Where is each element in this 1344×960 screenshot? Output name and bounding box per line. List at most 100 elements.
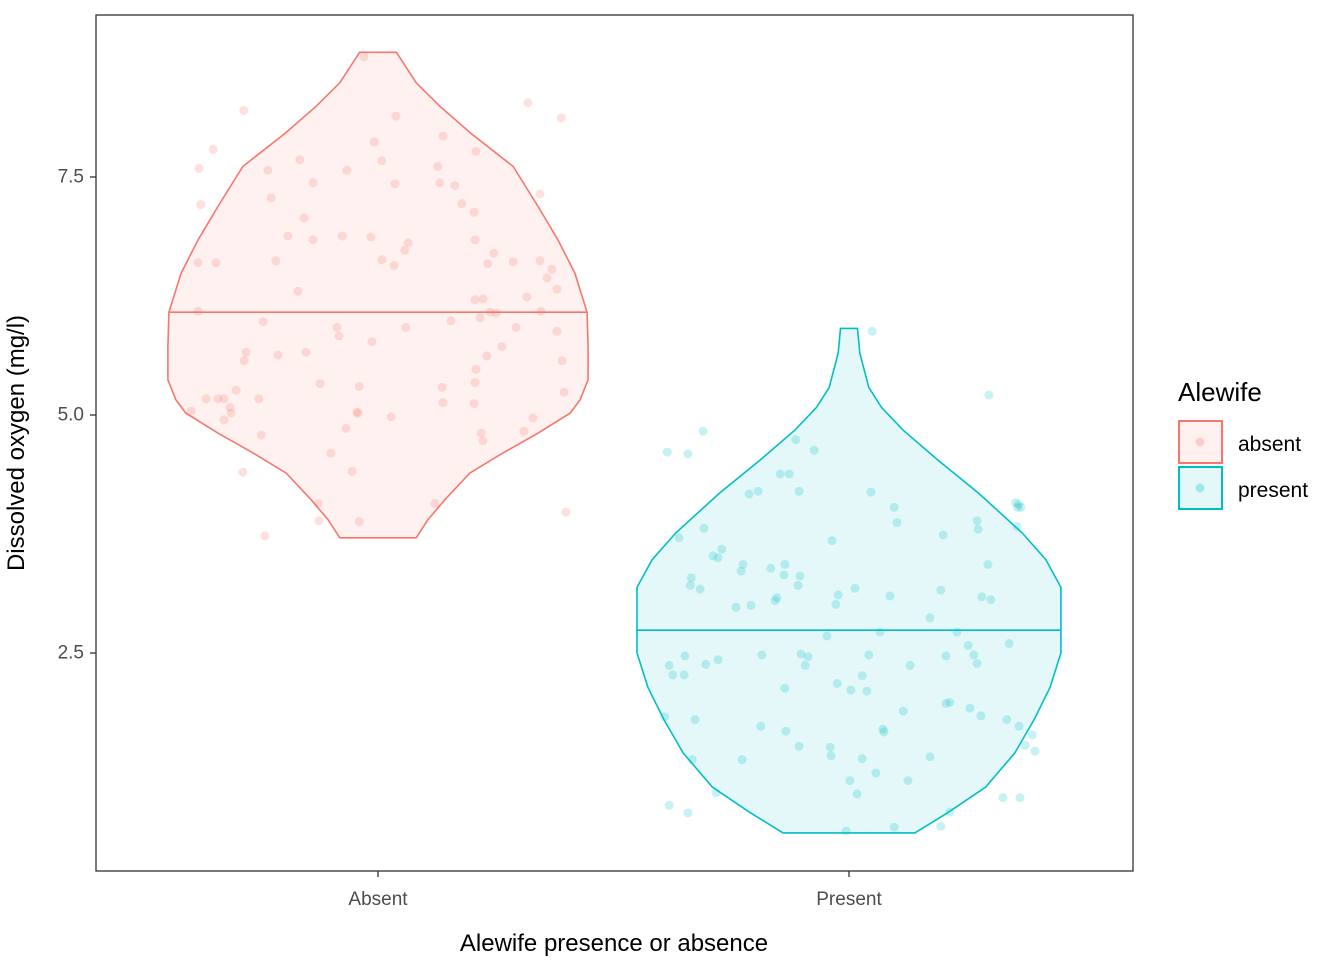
data-point-absent <box>450 181 460 191</box>
data-point-absent <box>354 381 364 391</box>
data-point-present <box>941 651 951 661</box>
data-point-present <box>832 679 842 688</box>
data-point-absent <box>258 317 268 327</box>
data-point-present <box>986 595 996 605</box>
data-point-present <box>1011 498 1021 508</box>
data-point-absent <box>433 162 443 171</box>
data-point-absent <box>225 402 235 412</box>
data-point-present <box>965 703 975 713</box>
data-point-present <box>795 571 805 581</box>
data-point-present <box>690 715 700 725</box>
data-point-present <box>780 683 790 693</box>
data-point-absent <box>508 257 518 267</box>
data-point-present <box>746 600 756 610</box>
data-point-present <box>867 326 877 336</box>
x-axis-title: Alewife presence or absence <box>460 930 768 957</box>
data-point-present <box>878 724 888 734</box>
data-point-present <box>938 530 948 540</box>
y-tick-label: 7.5 <box>58 167 84 188</box>
data-point-present <box>936 585 946 595</box>
data-point-present <box>699 523 709 533</box>
data-point-absent <box>354 517 364 527</box>
data-point-present <box>713 655 723 665</box>
data-point-present <box>796 649 806 659</box>
data-point-present <box>664 660 674 670</box>
data-point-present <box>685 580 695 590</box>
data-point-absent <box>226 408 236 418</box>
data-point-absent <box>196 200 206 210</box>
data-point-absent <box>542 273 552 283</box>
legend-label-present: present <box>1238 479 1308 502</box>
data-point-absent <box>260 531 270 541</box>
data-point-absent <box>552 284 562 294</box>
data-point-absent <box>201 394 211 404</box>
data-point-present <box>983 560 993 569</box>
data-point-absent <box>299 213 309 223</box>
data-point-present <box>945 698 955 707</box>
data-point-absent <box>437 382 447 392</box>
data-point-absent <box>208 144 218 154</box>
data-point-present <box>879 727 889 737</box>
data-point-absent <box>391 111 401 121</box>
data-point-present <box>826 751 836 761</box>
data-point-present <box>905 660 915 670</box>
data-point-present <box>757 650 767 660</box>
data-point-present <box>864 650 874 660</box>
legend-label-absent: absent <box>1238 433 1301 456</box>
data-point-absent <box>535 256 545 266</box>
data-point-present <box>841 826 851 836</box>
data-point-present <box>772 593 782 603</box>
data-point-absent <box>552 326 562 336</box>
data-point-present <box>1014 500 1024 509</box>
data-point-absent <box>470 378 480 388</box>
data-point-absent <box>377 255 387 265</box>
data-point-present <box>1016 502 1026 512</box>
data-point-present <box>753 486 763 496</box>
data-point-absent <box>483 259 493 269</box>
data-point-absent <box>193 258 203 268</box>
data-point-present <box>976 711 986 721</box>
data-point-absent <box>342 165 352 175</box>
legend-item-present: present <box>1178 466 1308 510</box>
y-tick-label: 5.0 <box>58 405 84 426</box>
data-point-absent <box>283 231 293 241</box>
data-point-absent <box>475 313 485 323</box>
data-point-present <box>674 533 684 543</box>
panel-border <box>95 14 1134 872</box>
data-point-present <box>1002 715 1012 725</box>
data-point-present <box>701 659 711 669</box>
data-point-present <box>825 742 835 752</box>
data-point-present <box>791 435 801 445</box>
data-point-absent <box>266 193 276 203</box>
data-point-absent <box>347 466 357 476</box>
data-point-absent <box>301 347 311 357</box>
data-point-absent <box>186 406 196 416</box>
violins-layer <box>167 51 1062 834</box>
data-point-absent <box>470 235 480 245</box>
data-point-present <box>713 553 723 563</box>
data-point-absent <box>535 189 545 199</box>
data-point-absent <box>353 408 363 418</box>
data-point-present <box>1014 721 1024 731</box>
data-point-absent <box>239 105 249 115</box>
data-point-absent <box>559 387 569 397</box>
data-point-absent <box>231 385 241 395</box>
x-tick-label-absent: Absent <box>348 889 408 910</box>
data-point-present <box>695 584 705 594</box>
data-point-absent <box>470 295 480 305</box>
data-point-present <box>664 800 674 810</box>
data-point-present <box>833 590 843 600</box>
data-point-absent <box>219 394 229 404</box>
data-point-absent <box>367 337 377 347</box>
y-tick-label: 2.5 <box>58 643 84 664</box>
data-point-present <box>731 602 741 612</box>
data-point-present <box>766 563 776 573</box>
data-point-present <box>845 776 855 786</box>
data-point-present <box>1013 502 1023 512</box>
legend-item-absent: absent <box>1178 420 1301 464</box>
data-point-present <box>756 721 766 731</box>
data-point-present <box>925 613 935 623</box>
data-point-absent <box>438 131 448 141</box>
data-point-present <box>679 670 689 680</box>
